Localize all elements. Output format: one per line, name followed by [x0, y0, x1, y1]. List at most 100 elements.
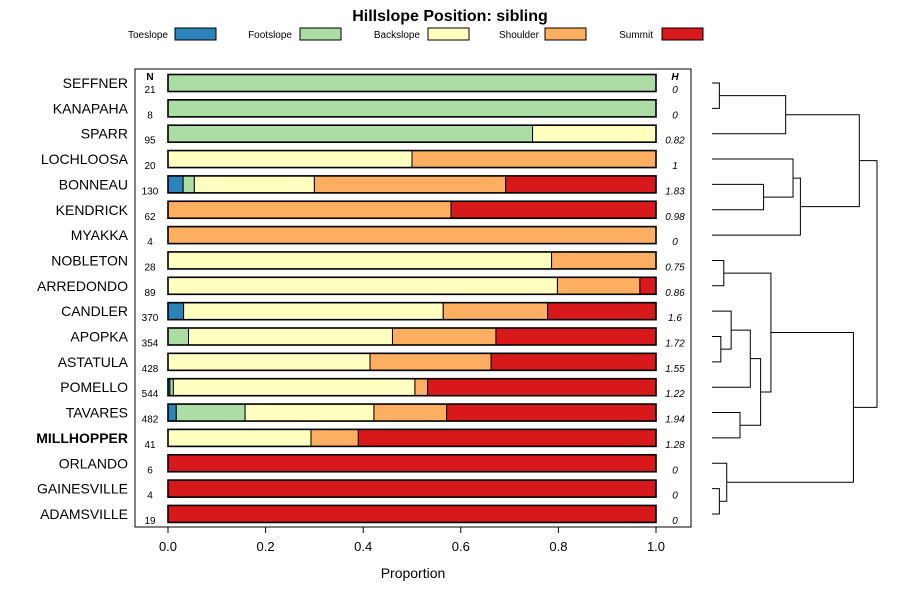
row-label-orlando: ORLANDO — [59, 455, 128, 471]
bar-outline-myakka — [167, 225, 657, 245]
x-tick-label: 0.0 — [159, 539, 177, 554]
bar-outline-tavares — [167, 403, 657, 422]
bar-astatula-summit — [490, 352, 657, 371]
n-header: N — [146, 72, 153, 83]
legend-label-summit: Summit — [619, 30, 653, 41]
bar-pomello-backslope — [172, 378, 416, 397]
dendrogram-link — [712, 177, 801, 236]
legend-swatch-footslope — [299, 27, 342, 41]
h-value-apopka: 1.72 — [665, 339, 685, 350]
row-label-adamsville: ADAMSVILLE — [40, 506, 128, 522]
h-value-bonneau: 1.83 — [665, 186, 685, 197]
bar-outline-gainesville — [167, 479, 657, 498]
n-value-gainesville: 4 — [147, 491, 153, 502]
row-label-kanapaha: KANAPAHA — [53, 100, 129, 116]
dendrogram-link — [712, 336, 722, 363]
n-value-astatula: 428 — [142, 364, 159, 375]
legend-label-toeslope: Toeslope — [128, 30, 168, 41]
h-value-gainesville: 0 — [672, 491, 678, 502]
bar-astatula-backslope — [167, 352, 371, 371]
n-value-myakka: 4 — [147, 237, 153, 248]
bar-millhopper-summit — [357, 428, 657, 447]
bar-tavares-backslope — [244, 403, 375, 422]
x-tick-label: 0.6 — [452, 539, 470, 554]
n-value-kendrick: 62 — [144, 212, 156, 223]
row-label-arredondo: ARREDONDO — [37, 278, 128, 294]
n-value-adamsville: 19 — [144, 516, 156, 527]
bar-arredondo-backslope — [167, 276, 558, 295]
legend-label-footslope: Footslope — [248, 30, 292, 41]
dendrogram-link — [853, 160, 878, 408]
h-value-kendrick: 0.98 — [665, 212, 685, 223]
h-value-candler: 1.6 — [668, 313, 682, 324]
bar-outline-apopka — [167, 327, 657, 346]
h-value-nobleton: 0.75 — [665, 262, 685, 273]
h-value-seffner: 0 — [672, 85, 678, 96]
legend-swatch-backslope — [427, 27, 470, 41]
x-tick-label: 0.4 — [354, 539, 372, 554]
dendrogram-link — [712, 412, 741, 439]
bar-outline-astatula — [167, 352, 657, 372]
dendrogram-link — [739, 358, 762, 426]
x-axis-label: Proportion — [381, 565, 446, 581]
bar-tavares-toeslope — [167, 403, 177, 422]
h-value-pomello: 1.22 — [665, 389, 685, 400]
bar-candler-toeslope — [167, 302, 185, 321]
row-label-millhopper: MILLHOPPER — [36, 430, 128, 446]
bar-outline-kendrick — [167, 200, 657, 220]
bar-tavares-footslope — [175, 403, 246, 422]
n-value-millhopper: 41 — [144, 440, 156, 451]
bar-outline-seffner — [167, 73, 657, 93]
x-tick-label: 0.2 — [257, 539, 275, 554]
bar-myakka-shoulder — [167, 226, 657, 245]
bar-sparr-footslope — [167, 124, 534, 143]
legend-swatch-toeslope — [174, 27, 217, 41]
n-value-tavares: 482 — [142, 415, 159, 426]
row-label-kendrick: KENDRICK — [56, 202, 129, 218]
bar-bonneau-summit — [505, 175, 657, 194]
dendrogram — [712, 82, 878, 515]
n-value-bonneau: 130 — [142, 186, 159, 197]
bar-kendrick-summit — [450, 200, 657, 219]
h-value-orlando: 0 — [672, 465, 678, 476]
h-value-astatula: 1.55 — [665, 364, 685, 375]
bar-tavares-summit — [446, 403, 657, 422]
n-value-apopka: 354 — [142, 339, 159, 350]
bar-millhopper-backslope — [167, 428, 312, 447]
bar-apopka-backslope — [187, 327, 393, 346]
row-label-nobleton: NOBLETON — [51, 252, 128, 268]
dendrogram-link — [712, 95, 787, 135]
bar-outline-orlando — [167, 453, 657, 473]
chart-legend: Toeslope Footslope Backslope Shoulder Summit — [128, 27, 704, 41]
n-value-pomello: 544 — [142, 389, 159, 400]
bar-adamsville-summit — [167, 504, 657, 523]
row-label-tavares: TAVARES — [66, 405, 128, 421]
bar-outline-lochloosa — [167, 149, 657, 169]
legend-label-backslope: Backslope — [374, 30, 421, 41]
h-value-adamsville: 0 — [672, 516, 678, 527]
bar-candler-shoulder — [442, 302, 549, 321]
bar-apopka-summit — [495, 327, 657, 346]
h-value-kanapaha: 0 — [672, 110, 678, 121]
bar-bonneau-backslope — [193, 175, 315, 194]
bar-sparr-backslope — [532, 124, 657, 143]
x-tick-label: 1.0 — [647, 539, 665, 554]
n-value-arredondo: 89 — [144, 288, 156, 299]
h-value-tavares: 1.94 — [665, 415, 685, 426]
bar-arredondo-shoulder — [556, 276, 641, 295]
n-value-seffner: 21 — [144, 85, 156, 96]
bar-outline-pomello — [167, 377, 657, 397]
row-label-sparr: SPARR — [81, 126, 128, 142]
dendrogram-link — [712, 183, 765, 211]
bar-apopka-footslope — [167, 327, 189, 346]
bar-pomello-footslope — [169, 378, 174, 397]
x-tick-label: 0.8 — [549, 539, 567, 554]
dendrogram-link — [712, 462, 728, 502]
row-label-apopka: APOPKA — [70, 329, 128, 345]
bar-arredondo-summit — [639, 276, 657, 295]
bar-tavares-shoulder — [373, 403, 448, 422]
bar-millhopper-shoulder — [310, 428, 359, 447]
bar-pomello-shoulder — [414, 378, 429, 397]
dendrogram-link — [712, 158, 794, 198]
